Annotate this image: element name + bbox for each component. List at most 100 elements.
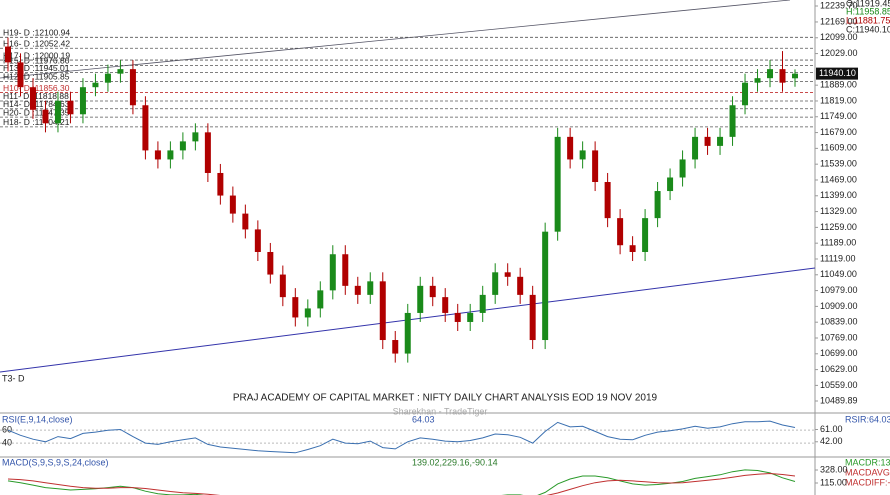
candle-body xyxy=(354,285,361,295)
y-tick-label: 40 xyxy=(2,437,12,447)
indicator-line xyxy=(7,469,796,495)
candle-body xyxy=(167,150,174,160)
y-tick-label: 12099.00 xyxy=(820,32,858,42)
candle-body xyxy=(54,100,61,124)
candle-body xyxy=(92,82,99,88)
candle-body xyxy=(117,69,124,74)
price-tag xyxy=(816,67,858,80)
ohlc-readout: H:11958.85 xyxy=(846,6,890,16)
y-tick-label: 115.00 xyxy=(820,477,847,487)
ohlc-readout: O:11919.45 xyxy=(846,0,890,8)
y-tick-label: 10979.00 xyxy=(820,285,858,295)
candle-body xyxy=(704,136,711,146)
level-label: H20- D :11747.35 xyxy=(3,107,70,117)
candle-body xyxy=(667,177,674,192)
y-tick-label: 10909.00 xyxy=(820,301,858,311)
candle-body xyxy=(292,297,299,318)
candle-body xyxy=(392,340,399,354)
candle-body xyxy=(692,136,699,160)
y-tick-label: 10629.00 xyxy=(820,364,858,374)
candle-body xyxy=(329,254,336,291)
level-label: H15- D :11976.80 xyxy=(3,56,70,66)
candle-body xyxy=(529,294,536,341)
y-tick-label: 11469.00 xyxy=(820,174,857,184)
panel-value: 64.03 xyxy=(412,414,435,424)
readout: MACDR:139.02 xyxy=(845,457,890,467)
candle-body xyxy=(17,62,24,88)
y-tick-label: 10839.00 xyxy=(820,317,858,327)
level-label: H19- D :12100.94 xyxy=(3,28,70,38)
y-tick-label: 11819.00 xyxy=(820,95,857,105)
price-tag-label: 11940.10 xyxy=(819,68,856,78)
candle-body xyxy=(742,82,749,106)
panel-value: 139.02,229.16,-90.14 xyxy=(412,457,498,467)
candle-body xyxy=(279,274,286,298)
level-label: H10- D :11856.30 xyxy=(3,83,70,93)
candle-body xyxy=(317,290,324,309)
y-tick-label: 11679.00 xyxy=(820,127,857,137)
candle-body xyxy=(504,272,511,277)
candle-body xyxy=(154,150,161,160)
candle-body xyxy=(792,73,798,79)
level-label: H14- D :11784.63 xyxy=(3,99,70,109)
level-label: H12- D :11905.85 xyxy=(3,72,70,82)
candle-body xyxy=(29,87,36,110)
candle-body xyxy=(629,245,636,252)
candle-body xyxy=(267,251,274,275)
candle-body xyxy=(104,73,111,83)
level-label: H17- D :12000.19 xyxy=(3,50,70,60)
candle-body xyxy=(579,150,586,160)
y-tick-label: 11329.00 xyxy=(820,206,857,216)
y-tick-label: 11189.00 xyxy=(820,238,856,248)
level-label: H18- D :11704.21 xyxy=(3,117,70,127)
y-tick-label: 10769.00 xyxy=(820,332,858,342)
candle-body xyxy=(429,285,436,298)
readout: RSIR:64.03 xyxy=(845,414,890,424)
candle-body xyxy=(42,109,49,124)
candle-body xyxy=(304,308,311,318)
candle-body xyxy=(454,312,461,322)
y-tick-label: 11539.00 xyxy=(820,159,857,169)
candle-body xyxy=(467,312,474,322)
y-tick-label: 10489.89 xyxy=(820,395,858,405)
y-tick-label: 12029.00 xyxy=(820,48,858,58)
candle-body xyxy=(417,285,424,313)
y-tick-label: 61.00 xyxy=(820,424,843,434)
y-tick-label: 12239.70 xyxy=(820,0,858,10)
candle-body xyxy=(717,136,724,146)
readout: MACDAVG:229.16 xyxy=(845,467,890,477)
panel-title: RSI(E,9,14,close) xyxy=(2,414,73,424)
y-tick-label: 11749.00 xyxy=(820,111,857,121)
candle-body xyxy=(367,281,374,295)
candle-body xyxy=(517,276,524,295)
y-tick-label: 328.00 xyxy=(820,464,848,474)
candle-body xyxy=(567,136,574,160)
candle-body xyxy=(217,172,224,196)
readout: MACDIFF:-90.14 xyxy=(845,477,890,487)
candle-body xyxy=(67,100,74,115)
y-tick-label: 11889.00 xyxy=(820,80,857,90)
y-tick-label: 11259.00 xyxy=(820,222,857,232)
candle-body xyxy=(242,213,249,230)
candle-body xyxy=(79,87,86,115)
level-label: H13- D :11945.01 xyxy=(3,63,70,73)
trend-label: T3- D xyxy=(2,373,25,383)
candle-body xyxy=(342,254,349,286)
candle-body xyxy=(617,218,624,246)
candle-body xyxy=(729,105,736,137)
y-tick-label: 11049.00 xyxy=(820,269,857,279)
panel-title: MACD(S,9,S,9,S,24,close) xyxy=(2,457,109,467)
candle-body xyxy=(129,69,136,106)
candle-body xyxy=(192,132,199,142)
y-tick-label: 60 xyxy=(2,425,12,435)
candle-body xyxy=(679,159,686,178)
ohlc-readout: C:11940.10 xyxy=(846,24,890,34)
candle-body xyxy=(5,46,11,63)
y-tick-label: 11119.00 xyxy=(820,253,856,263)
chart-title: PRAJ ACADEMY OF CAPITAL MARKET : NIFTY D… xyxy=(233,393,658,404)
candle-body xyxy=(754,78,761,83)
indicator-line xyxy=(7,472,796,495)
candle-body xyxy=(767,69,774,79)
candle-body xyxy=(204,132,211,173)
